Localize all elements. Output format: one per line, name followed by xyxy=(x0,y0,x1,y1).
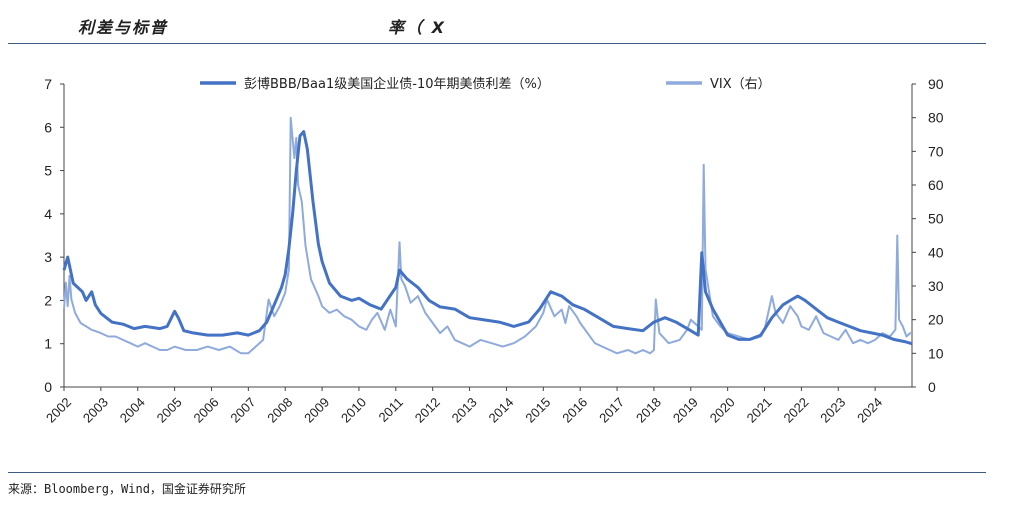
chart-legend: 彭博BBB/Baa1级美国企业债-10年期美债利差（%） VIX（右） xyxy=(200,76,771,92)
x-tick-label: 2002 xyxy=(43,395,74,426)
right-tick-label: 40 xyxy=(928,244,944,260)
x-tick-label: 2024 xyxy=(854,395,885,426)
series-line-vix xyxy=(63,116,912,355)
right-tick-label: 10 xyxy=(928,345,944,361)
footer-rule xyxy=(8,472,986,473)
right-tick-label: 30 xyxy=(928,278,944,294)
x-tick-label: 2008 xyxy=(264,395,295,426)
left-tick-label: 6 xyxy=(44,119,52,135)
x-tick-label: 2010 xyxy=(338,395,369,426)
left-tick-label: 7 xyxy=(44,76,52,92)
header-rule xyxy=(8,43,986,44)
right-tick-label: 50 xyxy=(928,211,944,227)
x-tick-label: 2014 xyxy=(485,395,516,426)
right-tick-label: 60 xyxy=(928,177,944,193)
x-tick-label: 2013 xyxy=(449,395,480,426)
x-tick-label: 2003 xyxy=(80,395,111,426)
left-tick-label: 5 xyxy=(44,163,52,179)
right-tick-label: 90 xyxy=(928,76,944,92)
right-tick-label: 80 xyxy=(928,110,944,126)
x-tick-label: 2017 xyxy=(596,395,627,426)
report-header: 利差与标普 率（ X xyxy=(0,0,1024,44)
right-tick-label: 20 xyxy=(928,312,944,328)
legend-label-vix: VIX（右） xyxy=(710,77,771,92)
chart-plot-area xyxy=(62,116,913,355)
x-tick-label: 2018 xyxy=(633,395,664,426)
x-tick-label: 2019 xyxy=(670,395,701,426)
x-tick-label: 2015 xyxy=(522,395,553,426)
legend-label-spread: 彭博BBB/Baa1级美国企业债-10年期美债利差（%） xyxy=(244,76,550,92)
right-tick-label: 0 xyxy=(928,379,936,395)
x-tick-label: 2006 xyxy=(191,395,222,426)
series-line-spread xyxy=(62,130,913,346)
header-mid-title: 率（ X xyxy=(388,18,446,37)
x-tick-label: 2020 xyxy=(707,395,738,426)
x-tick-label: 2011 xyxy=(376,395,406,425)
right-tick-label: 70 xyxy=(928,143,944,159)
x-tick-label: 2023 xyxy=(817,395,848,426)
x-tick-label: 2009 xyxy=(301,395,332,426)
left-tick-label: 4 xyxy=(44,206,52,222)
left-tick-label: 1 xyxy=(44,336,52,352)
header-left-title: 利差与标普 xyxy=(78,18,169,37)
source-note: 来源：Bloomberg，Wind，国金证券研究所 xyxy=(8,482,246,496)
x-tick-label: 2012 xyxy=(412,395,443,426)
x-tick-label: 2021 xyxy=(744,395,775,426)
left-tick-label: 3 xyxy=(44,249,52,265)
x-tick-label: 2005 xyxy=(154,395,185,426)
x-tick-label: 2016 xyxy=(559,395,590,426)
x-tick-label: 2007 xyxy=(227,395,258,426)
left-tick-label: 0 xyxy=(44,379,52,395)
left-tick-label: 2 xyxy=(44,292,52,308)
x-tick-label: 2004 xyxy=(117,395,148,426)
x-tick-label: 2022 xyxy=(780,395,811,426)
